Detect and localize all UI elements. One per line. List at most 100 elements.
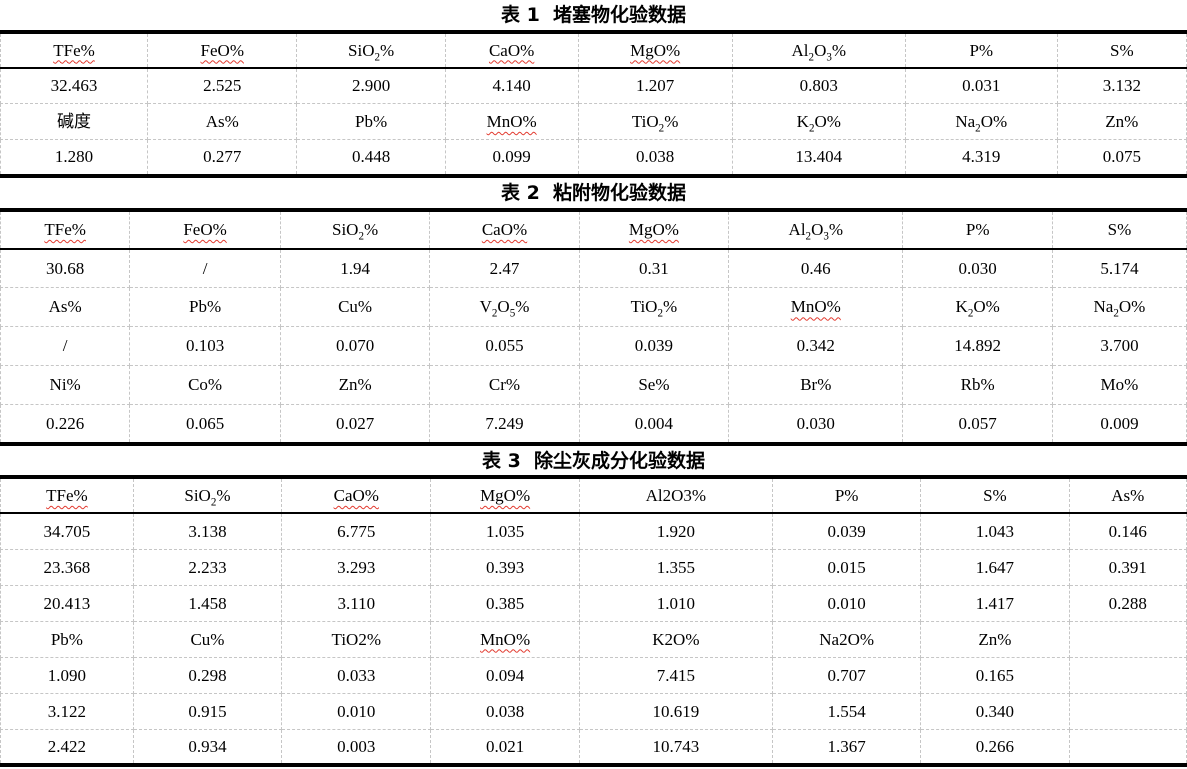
value-cell: 1.090: [0, 656, 134, 694]
cell-text: 1.280: [54, 147, 94, 167]
cell-text: 0.226: [46, 413, 85, 433]
cell-text: Se%: [638, 375, 670, 395]
cell-text: MgO%: [628, 219, 679, 239]
cell-text: 1.355: [656, 557, 695, 577]
value-cell: 1.417: [920, 584, 1070, 622]
cell-text: SiO2%: [348, 40, 395, 63]
cell-text: Co%: [188, 375, 223, 395]
cell-text: 0.391: [1108, 557, 1147, 577]
header-cell: Na2O%: [904, 103, 1058, 141]
value-cell: 0.038: [577, 139, 733, 177]
value-cell: 4.319: [904, 139, 1058, 177]
cell-text: 7.249: [485, 413, 524, 433]
header-cell: [1068, 620, 1187, 658]
header-cell: Mo%: [1051, 365, 1187, 406]
cell-text: 1.367: [827, 736, 866, 756]
header-cell: Al2O3%: [728, 209, 904, 250]
cell-text: Ni%: [49, 375, 81, 395]
cell-text: As%: [1111, 486, 1145, 506]
cell-text: K2O%: [955, 297, 1000, 320]
cell-text: 0.015: [827, 557, 866, 577]
header-cell: FeO%: [147, 31, 298, 69]
cell-text: SiO2%: [332, 219, 379, 243]
header-cell: Cr%: [429, 365, 580, 406]
header-cell: Al2O3%: [578, 476, 774, 515]
value-cell: 1.043: [920, 512, 1070, 550]
value-cell: 1.554: [772, 692, 922, 730]
header-cell: S%: [1056, 31, 1187, 69]
value-cell: 0.030: [728, 404, 904, 445]
cell-text: 3.132: [1102, 76, 1141, 96]
cell-text: 0.055: [485, 336, 524, 356]
table-value-row: 0.226 0.065 0.027 7.249 0.004 0.030 0.057 0.009: [0, 404, 1187, 445]
header-cell: MnO%: [444, 103, 579, 141]
value-cell: 23.368: [0, 548, 134, 586]
header-cell: Rb%: [902, 365, 1053, 406]
cell-text: Cu%: [190, 629, 225, 649]
cell-text: 0.004: [634, 413, 674, 433]
cell-text: Al2O3%: [645, 486, 707, 506]
cell-text: Cu%: [338, 297, 373, 317]
header-cell: TiO2%: [281, 620, 432, 658]
value-cell: 0.31: [578, 248, 730, 289]
value-cell: 0.340: [920, 692, 1070, 730]
header-cell: Ni%: [0, 365, 131, 406]
cell-text: 碱度: [57, 112, 92, 132]
header-cell: Zn%: [1056, 103, 1187, 141]
cell-text: 0.099: [492, 147, 531, 167]
table-header-row: Ni% Co% Zn% Cr% Se% Br% Rb% Mo%: [0, 365, 1187, 406]
header-cell: Pb%: [129, 287, 281, 328]
cell-text: TiO2%: [630, 297, 678, 320]
cell-text: As%: [48, 297, 82, 317]
cell-text: 30.68: [46, 258, 85, 278]
cell-text: 2.900: [351, 76, 391, 96]
cell-text: 1.035: [485, 521, 525, 541]
cell-text: Na2O%: [955, 112, 1008, 135]
value-cell: 1.280: [0, 139, 149, 177]
header-cell: MgO%: [577, 31, 733, 69]
table-value-row: 32.463 2.525 2.900 4.140 1.207 0.803 0.031 3.13…: [0, 67, 1187, 105]
header-cell: Pb%: [0, 620, 134, 658]
cell-text: 1.458: [188, 593, 227, 613]
cell-text: FeO%: [183, 219, 227, 239]
cell-text: Pb%: [189, 297, 222, 317]
cell-text: /: [62, 336, 68, 356]
cell-text: 2.233: [188, 557, 227, 577]
cell-text: Zn%: [978, 629, 1012, 649]
cell-text: 0.027: [335, 413, 375, 433]
cell-text: 1.94: [340, 258, 370, 278]
cell-text: Pb%: [50, 629, 83, 649]
value-cell: 0.266: [920, 728, 1070, 766]
cell-text: 0.075: [1102, 147, 1141, 167]
cell-text: As%: [205, 112, 239, 132]
cell-text: Na2O%: [1093, 297, 1146, 320]
value-cell: 0.298: [132, 656, 283, 694]
value-cell: 0.070: [279, 326, 431, 367]
value-cell: 0.288: [1068, 584, 1187, 622]
cell-text: 0.021: [485, 736, 525, 756]
cell-text: CaO%: [481, 219, 528, 239]
cell-text: 1.010: [656, 593, 695, 613]
cell-text: 0.039: [634, 336, 674, 356]
cell-text: 3.110: [337, 593, 376, 613]
cell-text: 0.298: [188, 665, 227, 685]
cell-text: MnO%: [486, 112, 537, 132]
value-cell: /: [129, 248, 281, 289]
cell-text: 0.070: [335, 336, 375, 356]
cell-text: 0.030: [796, 413, 835, 433]
cell-text: TFe%: [44, 219, 86, 239]
value-cell: 10.619: [578, 692, 774, 730]
value-cell: 0.448: [296, 139, 446, 177]
value-cell: 0.021: [430, 728, 580, 766]
cell-text: 1.090: [47, 665, 87, 685]
value-cell: 0.103: [129, 326, 281, 367]
cell-text: Mo%: [1100, 375, 1139, 395]
header-cell: P%: [904, 31, 1058, 69]
header-cell: CaO%: [444, 31, 579, 69]
cell-text: 0.003: [337, 736, 376, 756]
value-cell: 1.647: [920, 548, 1070, 586]
value-cell: [1068, 692, 1187, 730]
value-cell: 7.415: [578, 656, 774, 694]
cell-text: TiO2%: [631, 112, 679, 135]
cell-text: 13.404: [795, 147, 843, 167]
